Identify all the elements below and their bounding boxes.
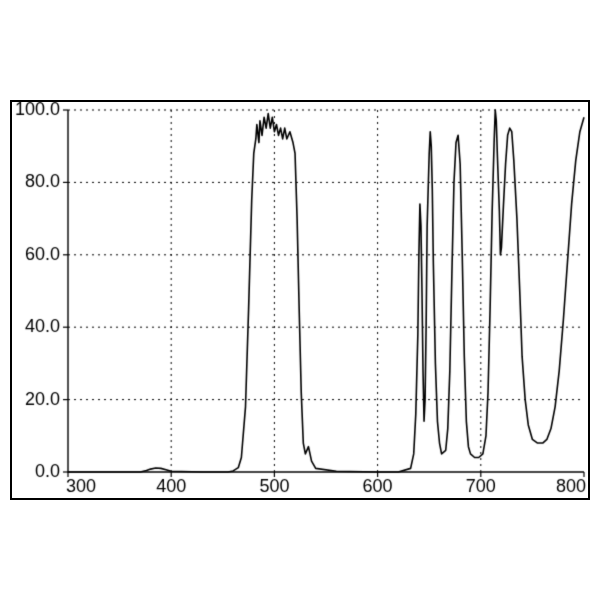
chart-frame [10, 100, 590, 500]
chart-plot-area [12, 102, 588, 498]
chart-canvas [12, 102, 588, 498]
